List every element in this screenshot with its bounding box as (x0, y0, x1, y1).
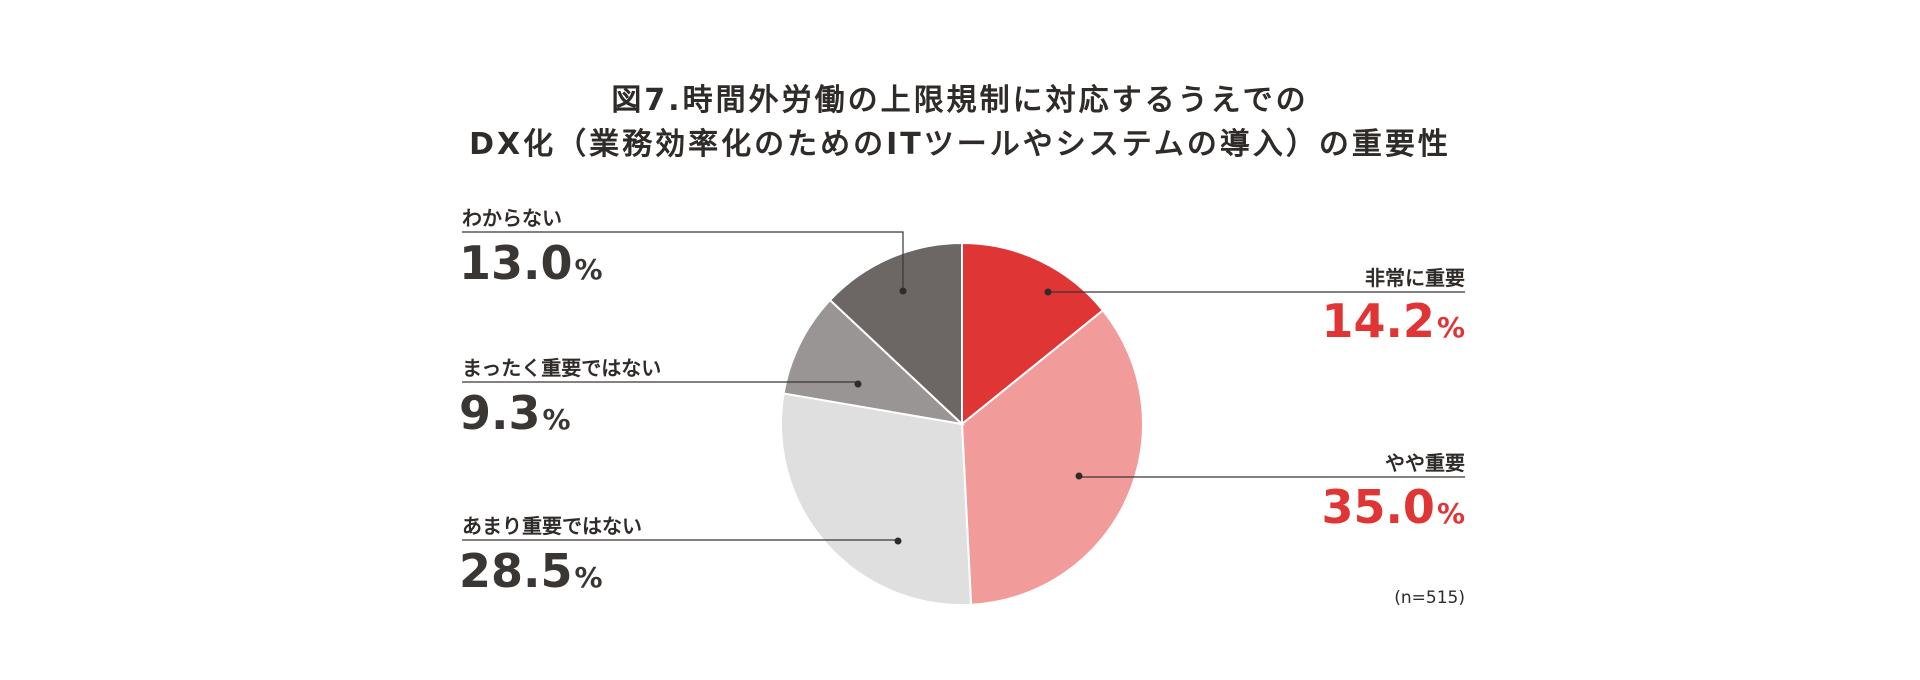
leader-dot-2 (1075, 472, 1083, 480)
pie-slice-5 (828, 241, 963, 427)
slice-label-1: 非常に重要 (1365, 266, 1465, 290)
slice-label-3: あまり重要ではない (462, 514, 642, 538)
slice-label-2: やや重要 (1385, 451, 1465, 475)
slice-value-2: 35.0% (1321, 484, 1465, 530)
slice-value-5: 13.0% (459, 240, 603, 286)
chart-title-line-1: 図7.時間外労働の上限規制に対応するうえでの (611, 83, 1309, 118)
pie-slice-2 (960, 308, 1144, 606)
slice-value-1: 14.2% (1321, 298, 1465, 344)
leader-line-5 (462, 231, 904, 291)
percent-unit: % (574, 561, 603, 594)
pie-slice-1 (961, 241, 1105, 427)
slice-value-number: 13.0 (459, 236, 573, 290)
leader-dot-3 (894, 537, 902, 545)
chart-title-line-2: DX化（業務効率化のためのITツールやシステムの導入）の重要性 (469, 127, 1451, 162)
slice-value-number: 14.2 (1321, 294, 1435, 348)
leader-dot-1 (1044, 288, 1052, 296)
leader-line-2 (1078, 476, 1465, 478)
slice-value-number: 9.3 (459, 386, 541, 440)
pie-slice-3 (780, 392, 973, 606)
percent-unit: % (1436, 497, 1465, 530)
leader-dot-5 (899, 287, 907, 295)
leader-dot-4 (854, 380, 862, 388)
pie-slice-4 (782, 298, 966, 426)
percent-unit: % (1436, 311, 1465, 344)
percent-unit: % (542, 403, 571, 436)
slice-label-4: まったく重要ではない (462, 356, 662, 380)
slice-value-number: 35.0 (1321, 480, 1435, 534)
percent-unit: % (574, 253, 603, 286)
slice-value-3: 28.5% (459, 548, 603, 594)
sample-size-note: (n=515) (1394, 588, 1465, 608)
slice-value-number: 28.5 (459, 544, 573, 598)
slice-label-5: わからない (462, 206, 562, 230)
slice-value-4: 9.3% (459, 390, 571, 436)
